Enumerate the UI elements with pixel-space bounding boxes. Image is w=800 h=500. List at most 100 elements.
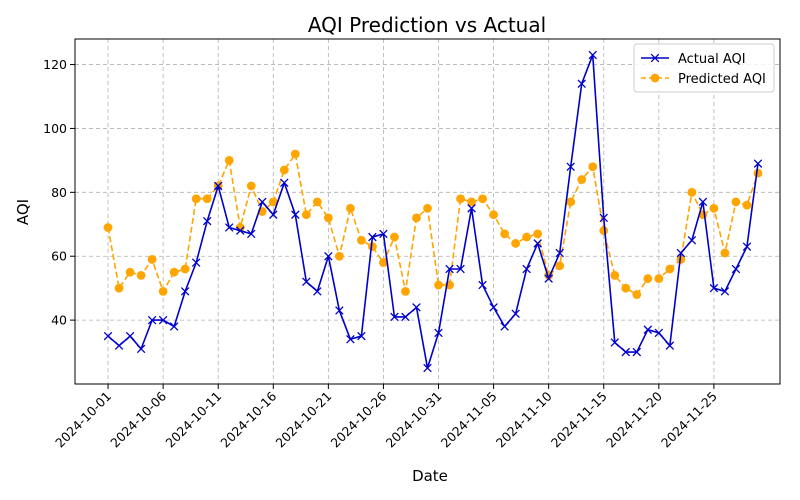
predicted-point	[654, 274, 664, 283]
actual-point	[698, 197, 708, 207]
actual-point	[269, 210, 278, 219]
legend-actual-marker-shape	[650, 53, 660, 63]
predicted-point	[390, 232, 399, 242]
predicted-point	[500, 229, 510, 239]
actual-point	[742, 242, 752, 251]
series-layer	[103, 50, 763, 373]
predicted-point	[290, 149, 300, 159]
actual-point	[258, 197, 267, 207]
y-tick-label: 100	[43, 121, 67, 136]
predicted-point	[169, 267, 179, 277]
legend-predicted-marker	[650, 73, 660, 83]
actual-point	[478, 280, 487, 290]
predicted-point	[610, 270, 620, 280]
predicted-point	[158, 286, 168, 296]
actual-point	[357, 331, 366, 341]
legend-predicted-label: Predicted AQI	[678, 72, 766, 87]
y-tick-label: 40	[51, 313, 67, 328]
x-axis-label: Date	[412, 467, 448, 485]
actual-point	[456, 264, 465, 274]
actual-point	[291, 210, 300, 219]
actual-point	[753, 159, 763, 168]
actual-point	[335, 306, 344, 315]
predicted-point	[279, 165, 289, 175]
predicted-point	[334, 251, 344, 261]
predicted-point	[180, 264, 190, 274]
predicted-point	[467, 197, 476, 207]
actual-point	[467, 204, 476, 213]
actual-point	[125, 331, 135, 341]
legend-box	[633, 43, 775, 93]
actual-point	[610, 338, 620, 347]
actual-point	[687, 235, 697, 245]
legend-actual-marker	[650, 53, 660, 63]
predicted-point	[720, 248, 730, 258]
actual-point	[191, 258, 201, 267]
actual-point	[390, 312, 399, 322]
predicted-point	[566, 197, 576, 207]
actual-point	[213, 181, 223, 191]
actual-point	[643, 325, 653, 334]
actual-point	[302, 277, 311, 287]
predicted-point	[125, 267, 135, 277]
actual-point	[412, 303, 421, 312]
predicted-point	[522, 232, 532, 242]
actual-point	[665, 341, 675, 350]
actual-point	[103, 331, 113, 341]
predicted-point	[643, 274, 653, 283]
predicted-point	[742, 200, 752, 210]
actual-point	[511, 309, 520, 318]
actual-point	[158, 315, 168, 325]
predicted-point	[114, 283, 124, 293]
predicted-point	[511, 239, 521, 248]
plot-frame	[74, 38, 781, 385]
predicted-point	[434, 280, 443, 290]
predicted-point	[588, 162, 598, 172]
actual-point	[555, 248, 564, 258]
actual-point	[136, 344, 146, 354]
actual-point	[434, 328, 443, 338]
predicted-point	[357, 235, 366, 245]
actual-point	[544, 274, 553, 283]
predicted-point	[224, 155, 234, 165]
legend: Actual AQI Predicted AQI	[633, 43, 775, 93]
y-tick-label: 120	[43, 57, 67, 72]
actual-series-line	[107, 54, 759, 369]
predicted-point	[401, 286, 410, 296]
predicted-point	[345, 203, 355, 213]
predicted-point	[632, 290, 642, 299]
predicted-point	[147, 255, 157, 264]
actual-point	[169, 322, 179, 331]
predicted-point	[202, 194, 212, 204]
actual-point	[731, 264, 741, 274]
predicted-point	[323, 213, 333, 223]
actual-point	[423, 363, 432, 373]
y-axis-label: AQI	[14, 199, 32, 225]
actual-point	[654, 328, 664, 338]
actual-point	[224, 223, 234, 232]
predicted-point	[731, 197, 741, 207]
actual-point	[709, 283, 719, 293]
actual-point	[401, 312, 410, 322]
actual-point	[676, 248, 686, 258]
legend-actual-label: Actual AQI	[678, 52, 746, 67]
predicted-point	[489, 210, 498, 220]
predicted-point	[456, 194, 465, 204]
actual-point	[577, 79, 586, 88]
legend-predicted-marker-shape	[650, 73, 660, 83]
actual-point	[280, 178, 289, 188]
actual-point	[313, 287, 322, 296]
predicted-point	[665, 264, 675, 274]
predicted-point	[268, 197, 278, 207]
actual-point	[202, 216, 212, 226]
actual-point	[114, 341, 124, 350]
actual-point	[445, 264, 454, 274]
actual-point	[599, 213, 609, 223]
actual-point	[566, 162, 575, 172]
actual-point	[500, 322, 509, 331]
actual-point	[522, 264, 531, 274]
predicted-point	[599, 226, 609, 236]
predicted-point	[379, 258, 388, 268]
predicted-point	[533, 229, 543, 239]
